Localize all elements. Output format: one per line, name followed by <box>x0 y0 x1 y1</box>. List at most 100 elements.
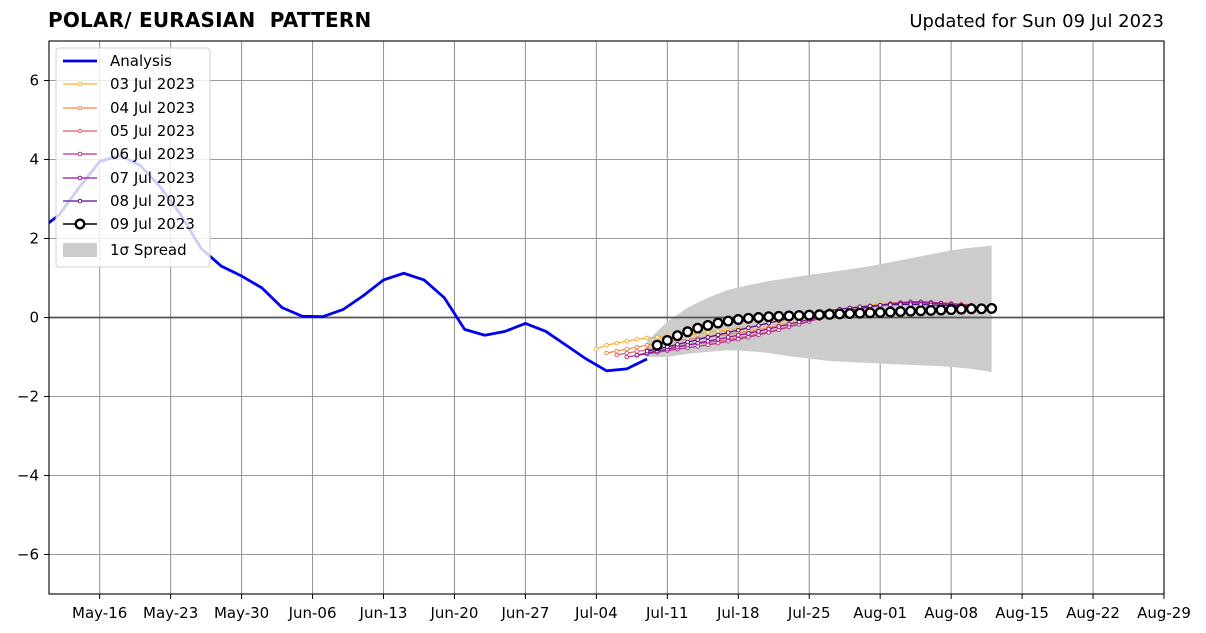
forecast-point <box>874 306 886 318</box>
x-tick-label: Aug-08 <box>924 604 978 622</box>
forecast-point <box>634 352 640 358</box>
x-tick-label: Jun-13 <box>359 604 408 622</box>
x-tick-label: Aug-29 <box>1137 604 1191 622</box>
legend-marker <box>77 198 83 204</box>
x-tick-label: Jun-20 <box>429 604 478 622</box>
forecast-point <box>766 326 771 332</box>
x-tick-label: May-23 <box>143 604 198 622</box>
forecast-point <box>604 342 609 348</box>
forecast-point <box>803 309 815 321</box>
x-tick-label: Aug-22 <box>1066 604 1120 622</box>
forecast-series-layer <box>594 299 998 360</box>
forecast-point <box>925 304 937 316</box>
x-tick-label: Aug-01 <box>853 604 907 622</box>
forecast-point <box>773 310 785 322</box>
forecast-point <box>644 348 650 354</box>
forecast-point <box>793 310 805 321</box>
forecast-point <box>624 350 630 356</box>
forecast-point <box>725 334 731 340</box>
forecast-point <box>844 308 856 320</box>
x-tick-label: Jul-11 <box>645 604 689 622</box>
forecast-point <box>702 319 714 331</box>
forecast-point <box>888 302 893 308</box>
legend-label: 1σ Spread <box>110 241 187 259</box>
legend-marker <box>77 81 83 87</box>
forecast-point <box>604 350 609 356</box>
forecast-point <box>753 312 764 323</box>
legend-box <box>55 47 211 268</box>
forecast-point <box>854 307 866 319</box>
legend-label: 03 Jul 2023 <box>110 75 195 93</box>
forecast-point <box>908 302 913 307</box>
forecast-point <box>895 306 906 318</box>
legend-marker <box>77 175 83 181</box>
forecast-point <box>986 302 998 314</box>
forecast-point <box>756 329 761 334</box>
forecast-point <box>692 322 704 334</box>
forecast-point <box>695 337 701 342</box>
forecast-point <box>976 303 987 315</box>
axes: May-16 May-23 May-30 Jun-06 Jun-13 Jun-20 Jun-… <box>17 40 1191 622</box>
forecast-point <box>783 310 795 322</box>
forecast-point <box>763 311 775 323</box>
forecast-point <box>675 342 680 347</box>
legend-label: 07 Jul 2023 <box>110 169 195 187</box>
legend-label: 04 Jul 2023 <box>110 99 195 117</box>
forecast-point <box>735 332 741 338</box>
forecast-point <box>735 336 741 342</box>
forecast-point <box>955 303 967 315</box>
updated-date-label: Updated for Sun 09 Jul 2023 <box>909 11 1164 32</box>
y-tick-label: −2 <box>17 388 39 406</box>
legend-label: 06 Jul 2023 <box>110 145 195 163</box>
legend-label: 09 Jul 2023 <box>110 215 195 233</box>
forecast-point <box>712 317 724 329</box>
forecast-point <box>634 336 640 342</box>
forecast-point <box>945 304 957 316</box>
y-tick-label: 4 <box>29 151 39 169</box>
legend: Analysis 03 Jul 2023 04 Jul 2023 05 Jul 202… <box>55 47 211 268</box>
forecast-point <box>624 338 630 344</box>
y-tick-label: 0 <box>29 309 39 327</box>
forecast-point <box>624 354 630 360</box>
legend-marker <box>77 128 83 134</box>
forecast-point <box>614 348 619 354</box>
forecast-point <box>705 330 711 335</box>
forecast-point <box>898 302 903 307</box>
legend-marker <box>77 105 83 111</box>
x-tick-label: Jun-06 <box>288 604 337 622</box>
forecast-point <box>651 339 663 351</box>
forecast-point <box>661 334 673 346</box>
forecast-point <box>824 308 835 320</box>
forecast-point <box>644 342 650 348</box>
forecast-point <box>834 308 846 320</box>
forecast-point <box>715 332 721 338</box>
forecast-point <box>965 303 977 315</box>
forecast-point <box>915 305 927 317</box>
forecast-point <box>742 312 754 324</box>
legend-label: 08 Jul 2023 <box>110 192 195 210</box>
forecast-point <box>634 344 640 350</box>
forecast-point <box>735 327 741 333</box>
forecast-point <box>654 334 660 340</box>
legend-label: 05 Jul 2023 <box>110 122 195 140</box>
forecast-point <box>935 304 947 316</box>
forecast-point <box>644 335 650 341</box>
forecast-point <box>732 314 744 325</box>
y-tick-label: 2 <box>29 230 39 248</box>
forecast-point <box>624 346 630 352</box>
forecast-point <box>813 309 825 321</box>
forecast-point <box>786 321 792 327</box>
forecast-line <box>636 302 972 356</box>
forecast-point <box>715 336 721 342</box>
y-tick-label: −4 <box>17 467 39 485</box>
forecast-point <box>725 338 731 344</box>
forecast-point <box>682 326 694 338</box>
legend-marker <box>77 151 83 157</box>
forecast-point <box>884 306 896 318</box>
forecast-point <box>614 352 619 358</box>
x-tick-label: May-30 <box>214 604 269 622</box>
x-tick-label: Jul-18 <box>716 604 760 622</box>
x-tick-label: Jul-04 <box>574 604 618 622</box>
chart-title: POLAR/ EURASIAN PATTERN <box>48 8 372 32</box>
